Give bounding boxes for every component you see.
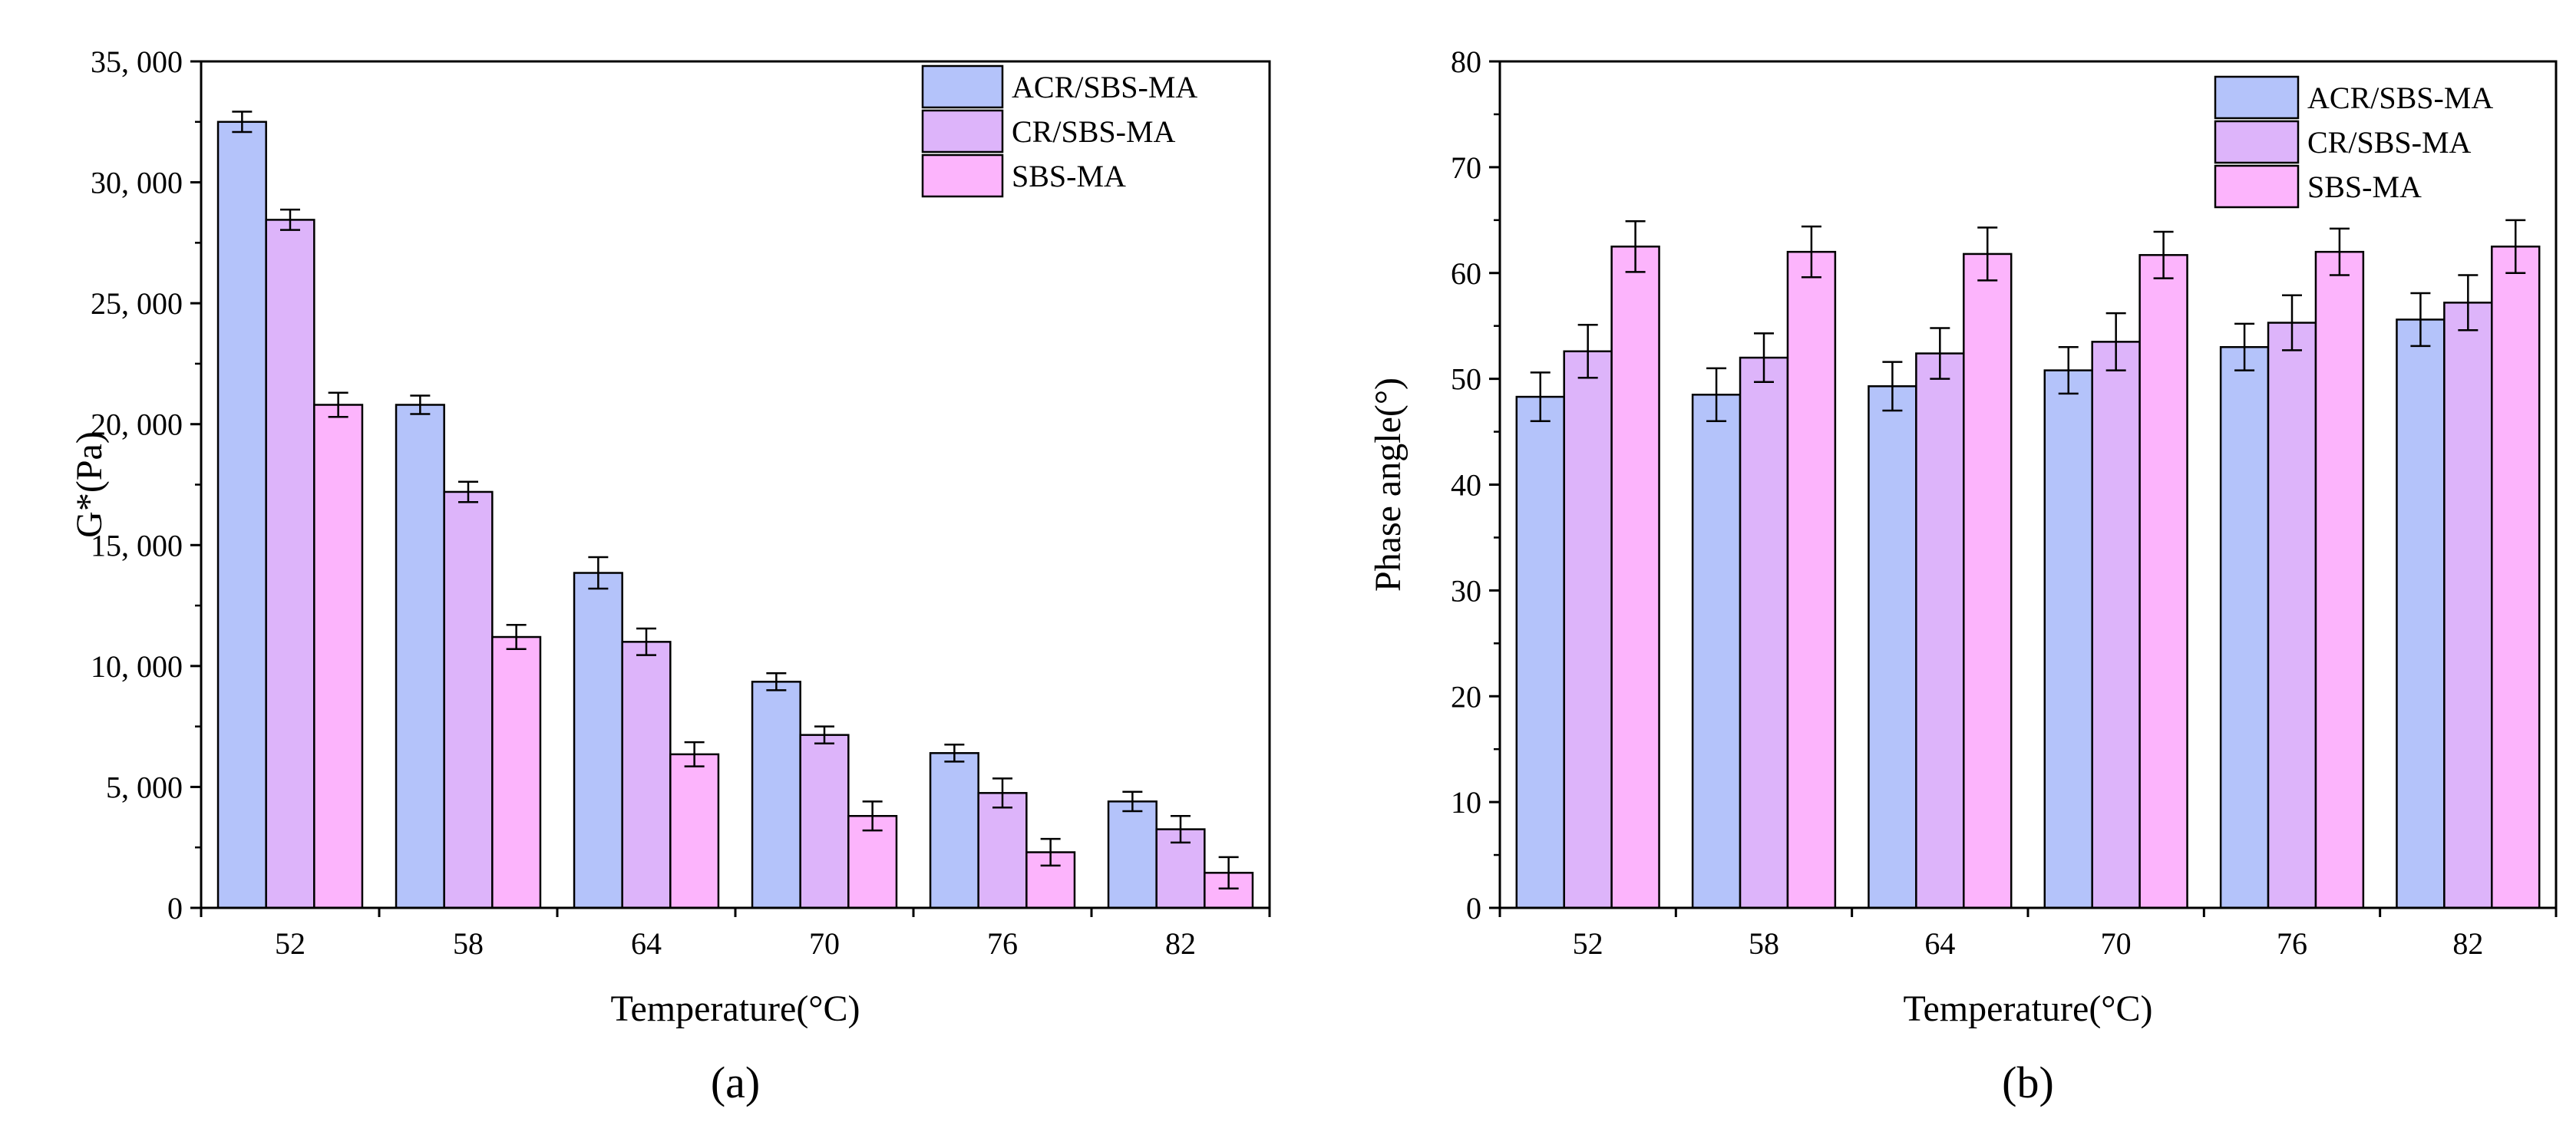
y-tick-label: 25, 000: [91, 286, 183, 321]
bar-a-sbs-ma-52: [313, 404, 364, 909]
chart-panel-b: 0 10 20 30 40 50 60 70 80 52 58 64 70 76 82 Temperature…: [1368, 45, 2558, 1107]
bar-b-sbs-ma-76: [2314, 250, 2365, 909]
legend-swatch: [2214, 75, 2300, 120]
legend-swatch: [921, 109, 1004, 153]
legend-swatch: [2214, 164, 2300, 209]
y-tick-label: 30, 000: [91, 166, 183, 200]
legend-label: ACR/SBS-MA: [2307, 81, 2493, 115]
x-tick-label: 64: [1924, 926, 1955, 961]
bar-b-acr-sbs-ma-70: [2043, 369, 2093, 909]
x-tick-label: 82: [2452, 926, 2483, 961]
y-tick-label: 50: [1451, 362, 1481, 397]
y-tick-label: 0: [1466, 891, 1481, 926]
bar-b-cr-sbs-ma-70: [2091, 341, 2141, 909]
bar-b-acr-sbs-ma-52: [1515, 395, 1565, 909]
panel-label: (b): [2002, 1058, 2054, 1107]
y-tick-label: 10, 000: [91, 649, 183, 684]
bar-b-sbs-ma-82: [2491, 246, 2541, 909]
x-tick-label: 70: [2101, 926, 2132, 961]
legend-label: SBS-MA: [1012, 159, 1126, 193]
y-tick-label: 40: [1451, 468, 1481, 503]
x-tick-label: 58: [453, 926, 484, 961]
y-tick-label: 20: [1451, 679, 1481, 714]
bar-a-cr-sbs-ma-64: [621, 641, 672, 909]
y-tick-label: 5, 000: [106, 770, 183, 804]
y-tick-label: 20, 000: [91, 408, 183, 442]
y-tick-label: 10: [1451, 785, 1481, 820]
y-tick-label: 60: [1451, 256, 1481, 291]
legend: ACR/SBS-MA CR/SBS-MA SBS-MA: [921, 64, 1197, 198]
y-axis-title: G*(Pa): [69, 431, 110, 538]
x-tick-label: 76: [2277, 926, 2307, 961]
bar-a-acr-sbs-ma-82: [1107, 800, 1158, 909]
bar-b-acr-sbs-ma-82: [2396, 318, 2446, 909]
panel-label: (a): [711, 1058, 760, 1107]
bar-b-acr-sbs-ma-64: [1868, 385, 1917, 909]
bar-a-acr-sbs-ma-70: [751, 681, 801, 909]
legend-label: CR/SBS-MA: [2307, 125, 2472, 160]
bar-b-cr-sbs-ma-64: [1915, 352, 1965, 909]
bar-b-cr-sbs-ma-52: [1563, 350, 1613, 909]
y-tick-label: 80: [1451, 45, 1481, 79]
bar-a-sbs-ma-64: [669, 753, 720, 909]
bar-a-sbs-ma-58: [491, 635, 542, 909]
legend-swatch: [2214, 120, 2300, 164]
bar-b-sbs-ma-64: [1963, 252, 2013, 909]
bar-b-sbs-ma-52: [1610, 246, 1660, 909]
bar-a-cr-sbs-ma-76: [977, 792, 1028, 909]
bar-a-cr-sbs-ma-58: [443, 490, 494, 909]
y-tick-label: 0: [167, 891, 183, 926]
y-tick-label: 70: [1451, 150, 1481, 185]
legend-label: ACR/SBS-MA: [1012, 70, 1197, 104]
bar-a-acr-sbs-ma-64: [573, 572, 623, 909]
bar-b-cr-sbs-ma-76: [2267, 322, 2317, 909]
bar-a-acr-sbs-ma-52: [216, 120, 267, 909]
bar-a-cr-sbs-ma-70: [799, 734, 850, 909]
bar-b-sbs-ma-70: [2138, 254, 2188, 909]
y-tick-label: 35, 000: [91, 45, 183, 79]
bar-a-acr-sbs-ma-58: [395, 404, 445, 909]
bar-a-acr-sbs-ma-76: [929, 752, 979, 909]
bar-b-cr-sbs-ma-58: [1739, 356, 1789, 909]
x-axis-title: Temperature(°C): [610, 988, 860, 1029]
legend-label: SBS-MA: [2307, 170, 2422, 204]
x-axis-title: Temperature(°C): [1903, 988, 2152, 1029]
x-tick-label: 64: [631, 926, 662, 961]
y-tick-label: 15, 000: [91, 528, 183, 563]
x-tick-label: 76: [987, 926, 1018, 961]
chart-panel-a: 0 5, 000 10, 000 15, 000 20, 000 25, 000 30, 0…: [69, 45, 1271, 1107]
legend: ACR/SBS-MA CR/SBS-MA SBS-MA: [2214, 75, 2493, 209]
bar-a-cr-sbs-ma-52: [265, 219, 315, 909]
y-tick-label: 30: [1451, 573, 1481, 608]
x-tick-label: 52: [1573, 926, 1603, 961]
bar-b-sbs-ma-58: [1786, 250, 1837, 909]
x-tick-label: 58: [1749, 926, 1779, 961]
x-tick-label: 70: [809, 926, 840, 961]
legend-swatch: [921, 64, 1004, 109]
y-axis-title: Phase angle(°): [1368, 378, 1409, 592]
bar-b-cr-sbs-ma-82: [2443, 302, 2493, 909]
bar-b-acr-sbs-ma-76: [2219, 346, 2270, 909]
x-tick-label: 52: [275, 926, 305, 961]
legend-swatch: [921, 153, 1004, 198]
legend-label: CR/SBS-MA: [1012, 114, 1176, 149]
x-tick-label: 82: [1165, 926, 1196, 961]
bar-a-sbs-ma-70: [847, 814, 898, 909]
bar-b-acr-sbs-ma-58: [1691, 394, 1742, 909]
